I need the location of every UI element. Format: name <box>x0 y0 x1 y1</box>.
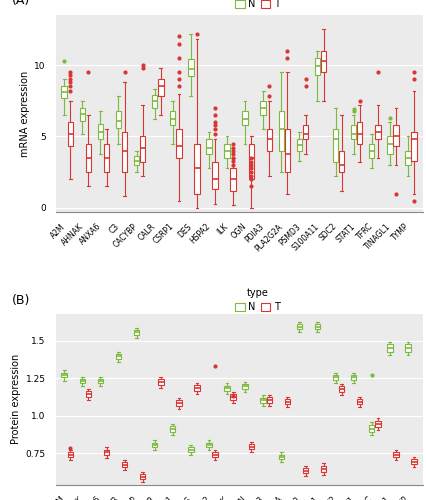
PathPatch shape <box>338 386 344 392</box>
PathPatch shape <box>356 122 362 144</box>
PathPatch shape <box>224 144 229 158</box>
PathPatch shape <box>320 466 325 472</box>
PathPatch shape <box>266 398 271 402</box>
PathPatch shape <box>374 125 380 140</box>
PathPatch shape <box>410 459 416 464</box>
PathPatch shape <box>266 130 271 150</box>
PathPatch shape <box>61 86 67 98</box>
PathPatch shape <box>278 454 283 460</box>
PathPatch shape <box>188 60 193 76</box>
PathPatch shape <box>410 132 416 160</box>
PathPatch shape <box>104 450 109 454</box>
PathPatch shape <box>98 379 103 384</box>
PathPatch shape <box>152 442 157 448</box>
PathPatch shape <box>170 110 175 125</box>
PathPatch shape <box>350 375 356 380</box>
PathPatch shape <box>314 324 320 330</box>
PathPatch shape <box>224 386 229 390</box>
PathPatch shape <box>278 110 283 150</box>
PathPatch shape <box>212 452 217 457</box>
PathPatch shape <box>248 444 253 449</box>
PathPatch shape <box>302 468 308 473</box>
PathPatch shape <box>133 156 139 165</box>
PathPatch shape <box>115 354 121 360</box>
PathPatch shape <box>350 125 356 140</box>
Y-axis label: Protein expression: Protein expression <box>12 354 21 444</box>
PathPatch shape <box>230 168 235 190</box>
PathPatch shape <box>121 462 127 468</box>
PathPatch shape <box>79 108 85 120</box>
PathPatch shape <box>368 144 374 158</box>
PathPatch shape <box>158 80 163 96</box>
PathPatch shape <box>230 394 235 400</box>
Legend: N, T: N, T <box>234 288 279 312</box>
PathPatch shape <box>260 100 265 115</box>
PathPatch shape <box>152 95 157 108</box>
PathPatch shape <box>176 130 181 158</box>
PathPatch shape <box>67 122 73 146</box>
PathPatch shape <box>133 330 139 334</box>
PathPatch shape <box>332 130 337 162</box>
PathPatch shape <box>368 425 374 432</box>
PathPatch shape <box>374 420 380 426</box>
PathPatch shape <box>296 324 301 330</box>
Y-axis label: mRNA expression: mRNA expression <box>20 70 30 156</box>
PathPatch shape <box>176 400 181 406</box>
PathPatch shape <box>386 136 391 154</box>
Legend: N, T: N, T <box>234 0 279 9</box>
PathPatch shape <box>356 399 362 404</box>
PathPatch shape <box>86 392 91 396</box>
PathPatch shape <box>206 442 211 448</box>
PathPatch shape <box>248 144 253 180</box>
PathPatch shape <box>242 384 247 389</box>
PathPatch shape <box>194 144 199 194</box>
PathPatch shape <box>115 110 121 128</box>
PathPatch shape <box>392 125 398 146</box>
PathPatch shape <box>404 150 410 165</box>
PathPatch shape <box>86 144 91 172</box>
PathPatch shape <box>67 452 73 457</box>
PathPatch shape <box>260 398 265 402</box>
PathPatch shape <box>194 386 199 390</box>
PathPatch shape <box>320 50 325 72</box>
PathPatch shape <box>140 474 145 480</box>
PathPatch shape <box>404 344 410 352</box>
PathPatch shape <box>188 447 193 452</box>
Text: (B): (B) <box>12 294 30 306</box>
PathPatch shape <box>332 375 337 380</box>
PathPatch shape <box>314 58 320 75</box>
PathPatch shape <box>79 379 85 384</box>
PathPatch shape <box>284 130 289 172</box>
PathPatch shape <box>338 150 344 172</box>
PathPatch shape <box>206 140 211 153</box>
PathPatch shape <box>104 144 109 172</box>
PathPatch shape <box>61 373 67 378</box>
PathPatch shape <box>242 110 247 125</box>
PathPatch shape <box>386 344 391 352</box>
PathPatch shape <box>212 162 217 190</box>
PathPatch shape <box>302 125 308 140</box>
Text: (A): (A) <box>12 0 30 7</box>
PathPatch shape <box>170 426 175 432</box>
PathPatch shape <box>158 380 163 384</box>
PathPatch shape <box>121 132 127 172</box>
PathPatch shape <box>140 136 145 162</box>
PathPatch shape <box>392 452 398 457</box>
PathPatch shape <box>296 140 301 150</box>
PathPatch shape <box>98 124 103 140</box>
PathPatch shape <box>284 399 289 404</box>
